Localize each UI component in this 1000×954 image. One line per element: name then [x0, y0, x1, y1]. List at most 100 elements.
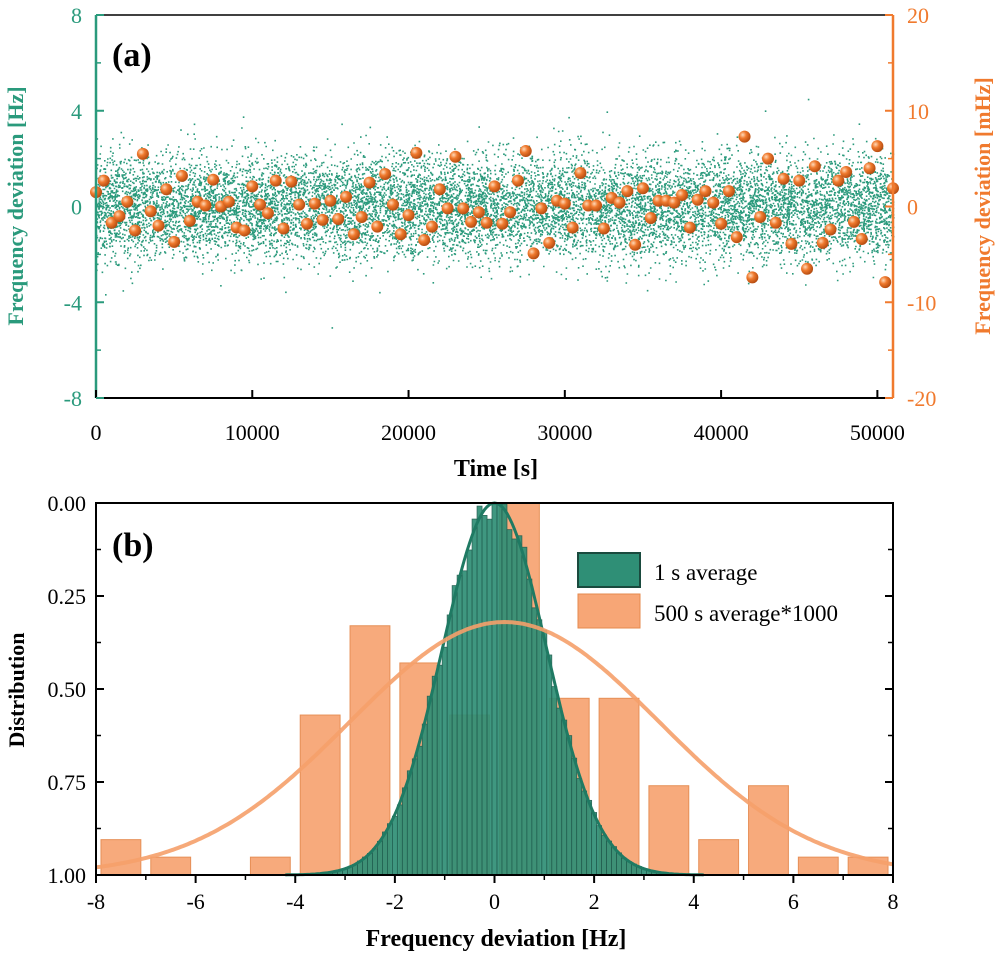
point-500s [152, 219, 165, 232]
point-500s [355, 211, 368, 224]
point-500s [363, 176, 376, 189]
point-500s [558, 197, 571, 210]
panel-a: 0 10000 20000 30000 40000 50000 8 4 0 -4 -8 20 10 0… [3, 3, 995, 482]
point-500s [636, 182, 649, 195]
legend-label-1s: 1 s average [654, 560, 757, 585]
bar-1s [436, 664, 443, 876]
point-500s [543, 236, 556, 249]
bar-1s [372, 848, 378, 876]
b-x-tick-label: -6 [186, 889, 204, 914]
point-500s [379, 167, 392, 180]
a-y-left-ticks: 8 4 0 -4 -8 [64, 3, 104, 411]
bar-1s [551, 686, 558, 876]
bar-1s [396, 804, 403, 876]
bar-1s [421, 723, 428, 876]
point-500s [136, 147, 149, 160]
point-500s [519, 144, 532, 157]
point-500s [340, 190, 353, 203]
bar-1s [446, 614, 453, 876]
point-500s [238, 224, 251, 237]
point-500s [183, 214, 196, 227]
bar-1s [426, 695, 433, 876]
bar-1s [391, 815, 398, 876]
point-500s [785, 237, 798, 250]
point-500s [715, 217, 728, 230]
point-500s [496, 217, 509, 230]
point-500s [113, 210, 126, 223]
a-y-left-tick-label: -4 [64, 290, 82, 315]
point-500s [597, 222, 610, 235]
point-500s [175, 169, 188, 182]
point-500s [480, 216, 493, 229]
a-y-right-tick-label: 0 [907, 195, 918, 220]
point-500s [121, 195, 134, 208]
point-500s [574, 166, 587, 179]
bar-1s [456, 574, 463, 876]
a-y-right-tick-label: 10 [907, 99, 929, 124]
bar-1s [466, 549, 473, 876]
bar-1s [441, 646, 448, 876]
b-y-ticks: 1.00 0.75 0.50 0.25 0.00 [48, 491, 893, 888]
bar-1s [506, 529, 513, 876]
point-500s [254, 198, 267, 211]
point-500s [511, 174, 524, 187]
bar-1s [431, 675, 438, 876]
point-500s [371, 220, 384, 233]
point-500s [676, 189, 689, 202]
bar-1s [521, 546, 528, 876]
bar-1s [496, 502, 503, 876]
point-500s [472, 206, 485, 219]
bar-1s [586, 799, 593, 876]
point-500s [316, 213, 329, 226]
point-500s [308, 197, 321, 210]
bars-1s [322, 502, 667, 876]
point-500s [449, 150, 462, 163]
b-x-tick-label: -2 [386, 889, 404, 914]
bar-1s [411, 758, 418, 876]
bar-1s [416, 745, 423, 876]
a-x-tick-label: 40000 [694, 420, 749, 445]
point-500s [300, 217, 313, 230]
point-500s [793, 174, 806, 187]
scatter-1s-dots [96, 98, 895, 329]
point-500s [832, 174, 845, 187]
a-y-left-tick-label: 0 [71, 195, 82, 220]
point-500s [410, 146, 423, 159]
a-x-tick-label: 0 [91, 420, 102, 445]
a-x-tick-label: 50000 [850, 420, 905, 445]
point-500s [527, 247, 540, 260]
b-x-axis-title: Frequency deviation [Hz] [366, 926, 627, 952]
point-500s [347, 228, 360, 241]
bar-500s [100, 839, 142, 876]
point-500s [871, 140, 884, 153]
b-x-tick-label: 2 [589, 889, 600, 914]
point-500s [668, 196, 681, 209]
point-500s [535, 202, 548, 215]
point-500s [879, 276, 892, 289]
bar-1s [501, 503, 508, 876]
point-500s [293, 198, 306, 211]
point-500s [824, 223, 837, 236]
a-x-tick-label: 20000 [381, 420, 436, 445]
point-500s [488, 180, 501, 193]
point-500s [168, 235, 181, 248]
point-500s [683, 221, 696, 234]
a-y-left-tick-label: 8 [71, 3, 82, 28]
a-y-left-axis-title: Frequency deviation [Hz] [3, 86, 28, 325]
bar-1s [531, 607, 538, 876]
bar-1s [461, 570, 468, 876]
point-500s [738, 130, 751, 143]
b-x-tick-label: -8 [87, 889, 105, 914]
point-500s [222, 195, 235, 208]
point-500s [621, 185, 634, 198]
a-y-left-tick-label: 4 [71, 99, 82, 124]
point-500s [386, 198, 399, 211]
a-y-right-tick-label: -20 [907, 386, 936, 411]
legend: 1 s average 500 s average*1000 [577, 552, 838, 629]
point-500s [722, 185, 735, 198]
b-x-ticks: -8 -6 -4 -2 0 2 4 6 8 [87, 875, 899, 914]
point-500s [746, 271, 759, 284]
b-y-tick-label: 1.00 [48, 863, 87, 888]
point-500s [777, 172, 790, 185]
